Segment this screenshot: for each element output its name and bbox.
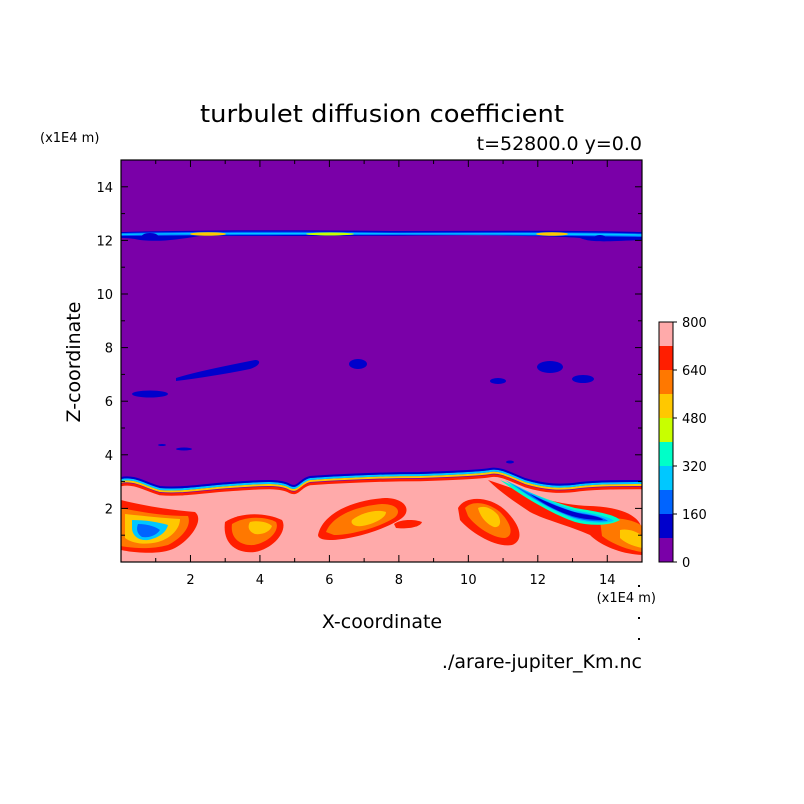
plot-frame xyxy=(120,159,643,563)
colorbar-segment xyxy=(659,442,673,466)
y-tick-label: 6 xyxy=(105,395,113,410)
boundary-rim-red xyxy=(120,474,643,496)
colorbar-tick-label: 160 xyxy=(682,508,707,523)
blob-left xyxy=(121,500,199,553)
mid-patches xyxy=(132,359,594,464)
plot-area xyxy=(120,159,643,563)
colorbar-tick-label: 640 xyxy=(682,364,707,379)
colorbar-tick-label: 480 xyxy=(682,412,707,427)
y-tick-label: 12 xyxy=(96,234,113,249)
x-unit-label: (x1E4 m) xyxy=(597,591,656,606)
boundary-rim-yellow xyxy=(120,471,643,493)
blob-x3 xyxy=(224,514,284,553)
upper-band xyxy=(121,230,642,242)
y-tick-label: 2 xyxy=(105,502,113,517)
chart-subtitle: t=52800.0 y=0.0 xyxy=(477,133,642,155)
y-tick-label: 14 xyxy=(96,181,113,196)
colorbar-segment xyxy=(659,394,673,418)
x-tick-label: 6 xyxy=(325,573,333,588)
chart-title: turbulet diffusion coefficient xyxy=(200,100,564,128)
colorbar-tick-label: 320 xyxy=(682,460,707,475)
y-axis-label: Z-coordinate xyxy=(63,302,85,423)
x-tick-label: 4 xyxy=(256,573,264,588)
y-unit-label: (x1E4 m) xyxy=(40,131,99,146)
colorbar-segment xyxy=(659,466,673,490)
colorbar-segment xyxy=(659,490,673,514)
colorbar-segment xyxy=(659,538,673,562)
x-tick-label: 12 xyxy=(530,573,547,588)
file-label: ./arare-jupiter_Km.nc xyxy=(442,651,642,673)
y-tick-label: 8 xyxy=(105,342,113,357)
boundary-rim-cyan xyxy=(120,469,643,491)
plume-x12 xyxy=(488,480,642,555)
colorbar-tick-label: 0 xyxy=(682,556,690,571)
y-tick-label: 4 xyxy=(105,449,113,464)
blob-small-x8 xyxy=(394,519,422,529)
x-tick-label: 10 xyxy=(460,573,477,588)
x-tick-label: 2 xyxy=(186,573,194,588)
colorbar-segment xyxy=(659,322,673,346)
colorbar: 0 160 320 480 640 800 xyxy=(658,316,707,571)
stray-dots xyxy=(638,585,640,640)
y-tick-label: 10 xyxy=(96,288,113,303)
colorbar-frame xyxy=(658,321,674,563)
blob-x10 xyxy=(458,498,520,546)
x-axis-label: X-coordinate xyxy=(322,611,442,633)
axes: 2 4 6 8 10 12 14 2 4 6 8 10 12 14 xyxy=(96,160,642,588)
x-tick-label: 14 xyxy=(599,573,616,588)
colorbar-segment xyxy=(659,370,673,394)
boundary-rim-blue xyxy=(120,467,643,489)
blob-x6 xyxy=(318,498,407,540)
colorbar-segment xyxy=(659,514,673,538)
colorbar-segment xyxy=(659,418,673,442)
colorbar-tick-label: 800 xyxy=(682,316,707,331)
x-tick-label: 8 xyxy=(395,573,403,588)
colorbar-segment xyxy=(659,346,673,370)
